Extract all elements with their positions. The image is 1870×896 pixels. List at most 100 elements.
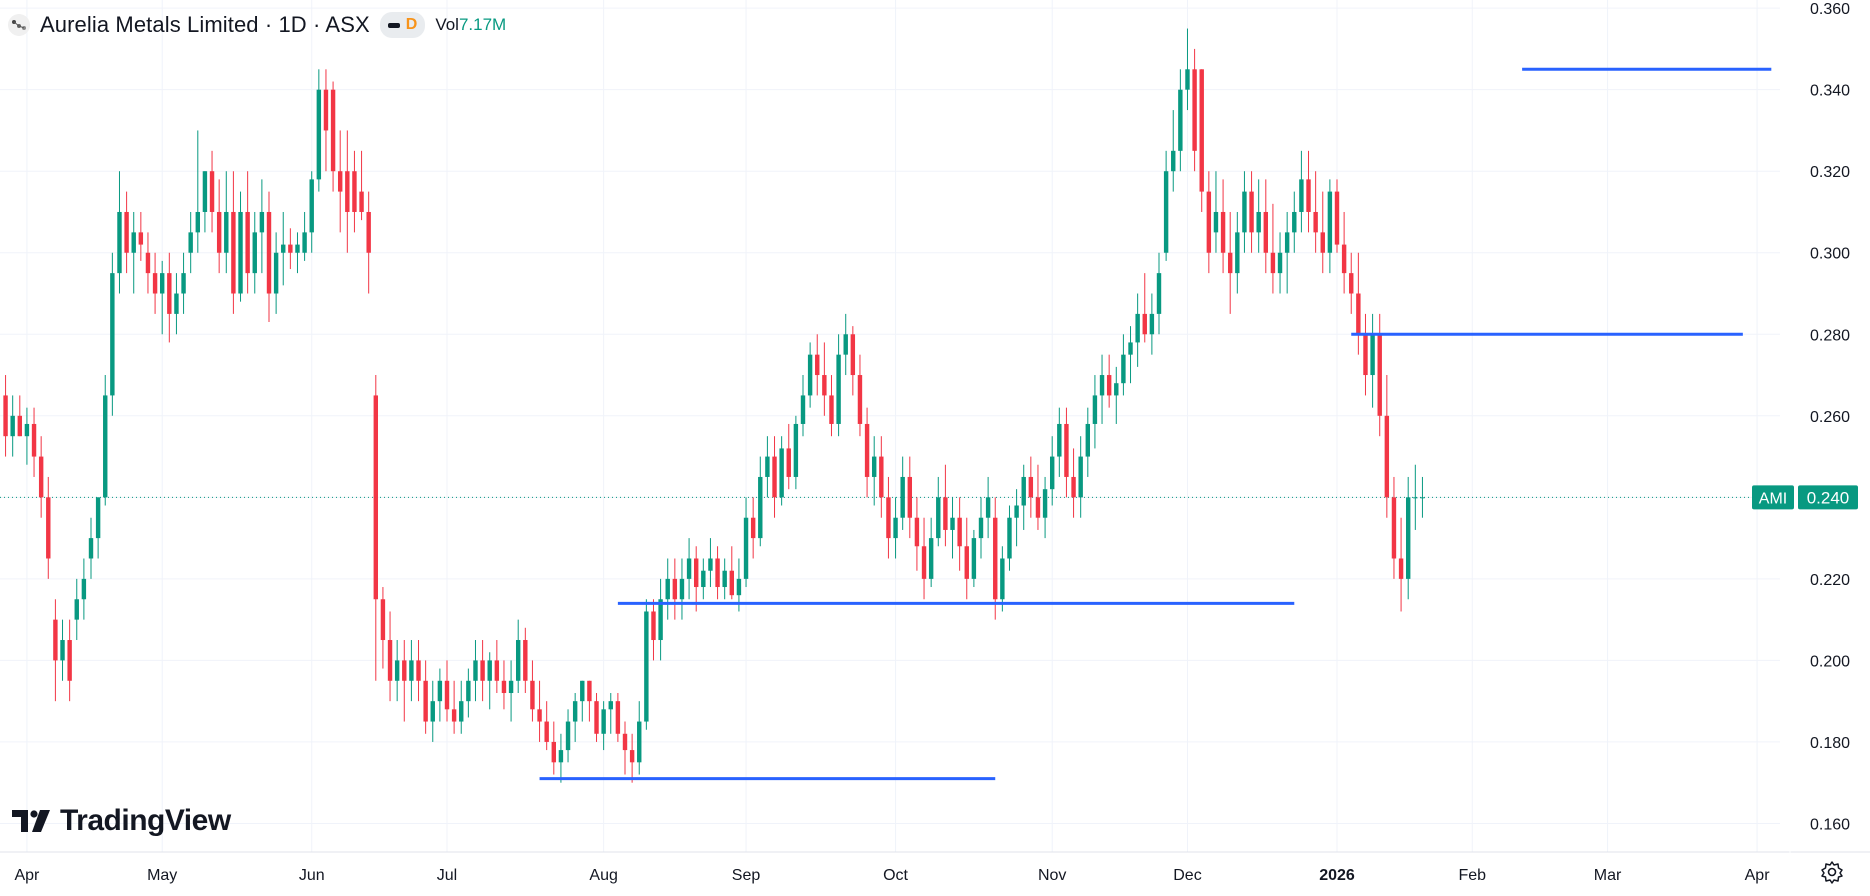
candle-body-up xyxy=(1327,191,1333,253)
symbol-logo-icon xyxy=(8,14,30,36)
candle-body-up xyxy=(601,709,606,734)
candle-body-down xyxy=(444,680,450,710)
time-axis[interactable]: Apr May Jun Jul Aug Sep Oct Nov Dec 2026 Feb Mar Apr xyxy=(14,867,1770,884)
candle-body-down xyxy=(715,558,720,588)
candle-body-down xyxy=(587,680,592,702)
candle-body-up xyxy=(1042,489,1048,518)
candle-body-down xyxy=(914,517,920,547)
price-axis[interactable]: 0.360 0.340 0.320 0.300 0.280 0.260 0.240 0.220… xyxy=(1810,1,1850,833)
candle-body-down xyxy=(416,660,421,681)
candle-body-up xyxy=(665,578,670,600)
candle-body-up xyxy=(430,701,435,722)
candle-body-up xyxy=(1114,383,1119,396)
candle-body-down xyxy=(1356,293,1361,335)
candle-body-down xyxy=(451,709,457,722)
candle-body-down xyxy=(1313,211,1318,233)
candle-body-up xyxy=(971,538,977,579)
candle-body-down xyxy=(245,211,250,274)
last-price-badge xyxy=(1798,485,1858,510)
candle-body-up xyxy=(1420,497,1425,499)
candle-body-down xyxy=(1227,252,1233,274)
candle-body-down xyxy=(124,211,129,253)
candle-body-down xyxy=(1206,191,1212,253)
market-status-pill[interactable]: D xyxy=(379,12,426,38)
time-tick-label: Dec xyxy=(1173,867,1201,884)
candle-body-down xyxy=(423,680,428,722)
candle-body-down xyxy=(594,701,599,734)
candle-body-down xyxy=(480,660,485,681)
candle-body-down xyxy=(266,211,272,294)
candle-body-down xyxy=(907,476,913,518)
candle-body-up xyxy=(658,599,663,641)
candle-body-up xyxy=(1057,423,1062,457)
candle-body-up xyxy=(224,211,229,253)
candle-body-down xyxy=(964,546,969,579)
candle-body-up xyxy=(985,497,991,518)
candle-body-up xyxy=(936,497,941,539)
candle-body-up xyxy=(1092,395,1098,424)
candle-body-up xyxy=(131,232,136,253)
candle-body-up xyxy=(1000,558,1005,600)
time-tick-label: Apr xyxy=(14,867,40,884)
candle-body-up xyxy=(1007,517,1012,559)
candle-body-up xyxy=(1292,211,1297,233)
price-tick-label: 0.160 xyxy=(1810,816,1850,833)
candle-body-up xyxy=(459,701,464,722)
candle-body-down xyxy=(387,640,393,681)
price-tick-label: 0.300 xyxy=(1810,246,1850,263)
candle-body-up xyxy=(1128,342,1133,355)
time-tick-label: Oct xyxy=(883,867,908,884)
candle-body-down xyxy=(402,660,407,681)
last-price-text: 0.240 xyxy=(1807,488,1850,507)
candle-body-down xyxy=(1320,232,1325,253)
candle-body-up xyxy=(708,558,713,571)
time-tick-label: Jun xyxy=(299,867,325,884)
candle-body-down xyxy=(921,546,927,579)
time-tick-label: Nov xyxy=(1038,867,1066,884)
candle-body-up xyxy=(117,211,122,274)
candle-body-down xyxy=(373,395,379,600)
time-tick-label: Feb xyxy=(1458,867,1486,884)
candle-body-down xyxy=(1384,415,1390,498)
candle-body-down xyxy=(943,497,948,530)
candle-body-up xyxy=(722,570,727,588)
candle-body-up xyxy=(1284,232,1290,253)
candle-body-up xyxy=(1171,150,1176,172)
candle-body-up xyxy=(95,497,101,539)
volume-label: Vol xyxy=(435,15,459,34)
price-tick-label: 0.280 xyxy=(1810,327,1850,344)
time-tick-label: Mar xyxy=(1594,867,1622,884)
candle-body-up xyxy=(1049,456,1055,490)
candle-body-down xyxy=(152,273,158,294)
candle-body-up xyxy=(1405,497,1411,579)
price-tick-label: 0.260 xyxy=(1810,409,1850,426)
candle-body-up xyxy=(1014,505,1019,518)
candle-body-down xyxy=(1263,211,1269,253)
candle-body-down xyxy=(1071,476,1076,498)
symbol-title[interactable]: Aurelia Metals Limited · 1D · ASX xyxy=(40,12,370,37)
candle-body-down xyxy=(380,599,386,641)
candle-body-down xyxy=(786,448,791,477)
candle-body-up xyxy=(110,273,115,396)
candle-body-down xyxy=(729,570,735,596)
tradingview-wordmark: TradingView xyxy=(60,804,231,837)
candle-body-down xyxy=(1306,179,1311,212)
candle-body-down xyxy=(815,354,820,376)
horizontal-levels[interactable] xyxy=(539,67,1772,781)
candle-body-up xyxy=(60,640,65,661)
candle-body-up xyxy=(900,476,905,518)
tradingview-logo[interactable]: TradingView xyxy=(12,804,231,838)
candle-body-down xyxy=(1064,423,1069,477)
candle-body-up xyxy=(1156,273,1162,314)
candle-body-up xyxy=(644,611,649,722)
price-tick-label: 0.180 xyxy=(1810,735,1850,752)
candle-body-up xyxy=(252,232,257,274)
candle-body-down xyxy=(1270,252,1276,274)
symbol-badge-text: AMI xyxy=(1759,490,1787,507)
candle-body-down xyxy=(359,191,364,212)
candle-body-up xyxy=(238,211,243,294)
candle-body-down xyxy=(957,517,962,547)
candle-body-up xyxy=(487,660,492,681)
settings-gear-icon[interactable] xyxy=(1820,860,1844,884)
